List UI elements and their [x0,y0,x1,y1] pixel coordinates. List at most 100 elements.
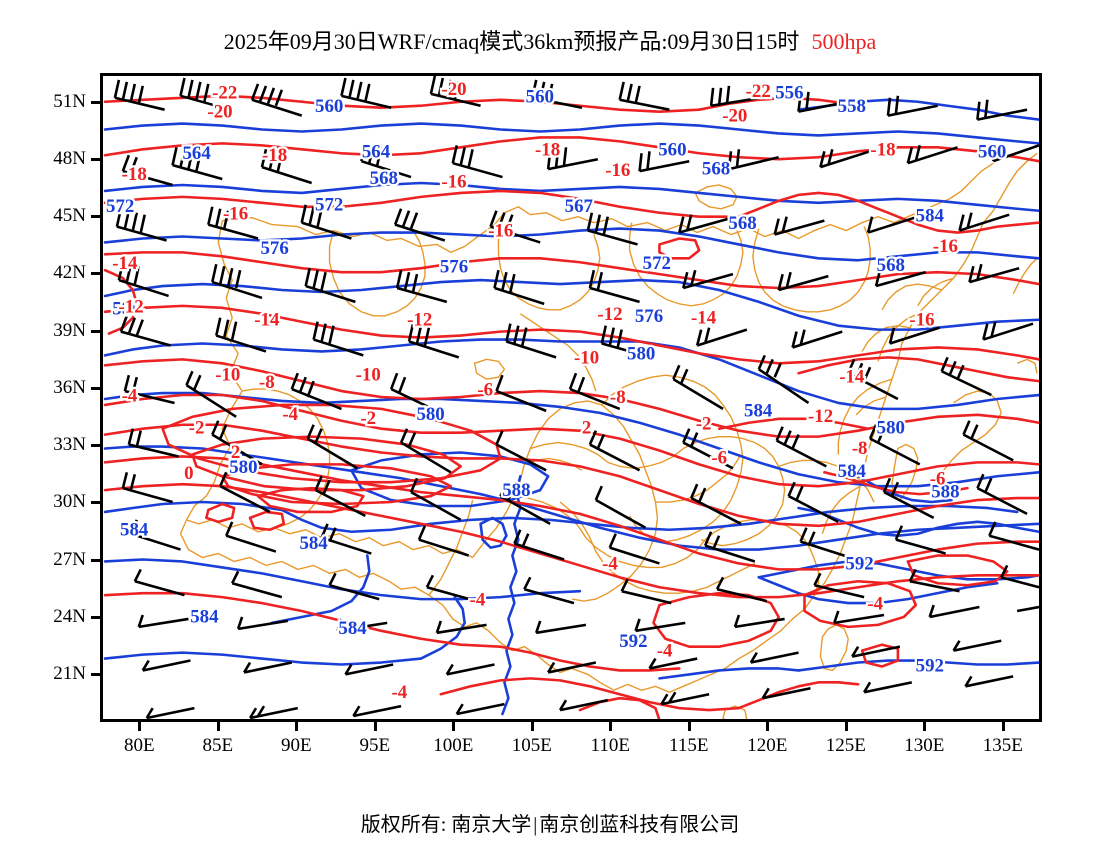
x-axis-label: 135E [982,735,1023,756]
wind-barb-layer [113,76,1039,719]
contour-label-halo: -2 [360,408,376,429]
temperature-contour-label: -16 [933,236,958,257]
contour-label-halo: 560 [978,141,1006,162]
y-axis-label: 51N [53,90,86,112]
contour-label-halo: 560 [315,96,343,117]
y-axis-tick [91,100,100,104]
temperature-contour-label: -8 [852,438,868,459]
temperature-contour-label: -16 [223,204,248,225]
contour-label-halo: -12 [808,406,833,427]
temperature-contour-label: -6 [930,469,946,490]
x-axis-label: 110E [590,735,630,756]
temperature-contour-label: -4 [282,404,298,425]
height-contour-label: 592 [916,656,944,677]
y-axis-tick [91,157,100,161]
temperature-contour-label: -14 [839,366,865,387]
height-contour-label: 568 [702,158,730,179]
temperature-contour-label: -16 [605,160,630,181]
temperature-contour-label: -4 [470,590,486,611]
contour-label-halo: 2 [231,442,240,463]
temperature-contour-label: -4 [657,641,673,662]
contour-label-halo: -22 [746,81,771,102]
temperature-contour-label: -8 [610,387,626,408]
y-axis-tick [91,215,100,219]
contour-label-halo: 584 [838,461,867,482]
temperature-contour-label: -18 [870,139,895,160]
y-axis-label: 21N [53,663,86,685]
contour-label-halo: 584 [916,206,945,227]
contour-label-halo: -8 [610,387,626,408]
y-axis-label: 33N [53,434,86,456]
x-axis-tick [609,722,613,731]
x-axis-tick [452,722,456,731]
height-contour-label: 592 [845,554,873,575]
contour-label-halo: -18 [262,145,287,166]
contour-label-halo: 568 [370,168,398,189]
contour-label-halo: -4 [867,593,883,614]
contour-label-halo: 572 [315,194,343,215]
temperature-contour-label: -10 [215,365,240,386]
footer-company: 南京创蓝科技有限公司 [539,814,740,836]
x-axis-label: 100E [433,735,474,756]
contour-label-halo: 572 [643,253,671,274]
height-contour-label: 580 [229,457,257,478]
x-axis-label: 125E [825,735,866,756]
height-contour-label: 564 [182,143,211,164]
contour-label-halo: -6 [930,469,946,490]
height-contour-label: 572 [106,196,134,217]
contour-label-halo: -20 [441,79,466,100]
temperature-contour-label: -22 [212,83,237,104]
contour-label-halo: 584 [744,400,773,421]
temperature-contour-label: -6 [711,448,727,469]
contour-label-halo: -12 [407,310,432,331]
height-contour-label: 580 [416,404,444,425]
x-axis-label: 130E [904,735,945,756]
contour-label-halo: -14 [254,310,280,331]
x-axis-tick [138,722,142,731]
temperature-contour-label: -12 [118,296,143,317]
contour-label-halo: -16 [223,204,248,225]
y-axis-label: 36N [53,376,86,398]
height-contour-label: 588 [502,480,530,501]
temperature-contour-label: -16 [909,310,934,331]
page-title: 2025年09月30日WRF/cmaq模式36km预报产品:09月30日15时 5… [0,24,1100,56]
title-main-text: 2025年09月30日WRF/cmaq模式36km预报产品:09月30日15时 [223,29,800,54]
contour-label-halo: -4 [602,554,618,575]
contour-label-halo: 584 [120,520,149,541]
temperature-contour-label: -12 [597,304,622,325]
temperature-contour-label: 2 [582,417,591,438]
temperature-contour-label: -14 [112,253,138,274]
height-contour-layer [103,98,1039,716]
contour-label-halo: -22 [212,83,237,104]
temperature-contour-label: -18 [262,145,287,166]
height-contour-label: 580 [112,298,140,319]
contour-label-halo: 592 [619,631,647,652]
height-contour-label: 580 [877,417,905,438]
contour-label-halo: -4 [282,404,298,425]
temperature-contour-label: -2 [360,408,376,429]
temperature-contour-label: -2 [189,417,205,438]
contour-label-halo: -10 [356,365,381,386]
map-boundary-layer [179,152,1038,719]
map-plot-area[interactable]: 560 560 560 560 558 558 556 556 564 564 564 564 560 5… [100,73,1042,722]
height-contour-label: 567 [565,196,593,217]
contour-label-halo: -2 [189,417,205,438]
height-contour-label: 584 [338,618,367,639]
temperature-contour-label: -2 [696,414,712,435]
contour-label-halo: 568 [877,255,905,276]
y-axis-label: 27N [53,548,86,570]
temperature-contour-label: -14 [254,310,280,331]
footer-separator: | [533,814,538,836]
contour-label-halo: 580 [112,298,140,319]
temperature-contour-label: -18 [122,164,147,185]
x-axis-label: 115E [669,735,709,756]
x-axis-label: 105E [511,735,552,756]
height-contour-label: 592 [619,631,647,652]
x-axis-label: 95E [359,735,391,756]
contour-label-halo: -20 [207,102,232,123]
contour-label-halo: 560 [526,86,554,107]
temperature-contour-label: -10 [574,347,599,368]
x-axis-tick [1001,722,1005,731]
